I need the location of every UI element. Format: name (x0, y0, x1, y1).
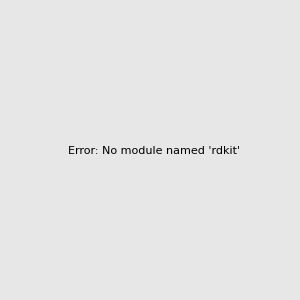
Text: Error: No module named 'rdkit': Error: No module named 'rdkit' (68, 146, 240, 157)
